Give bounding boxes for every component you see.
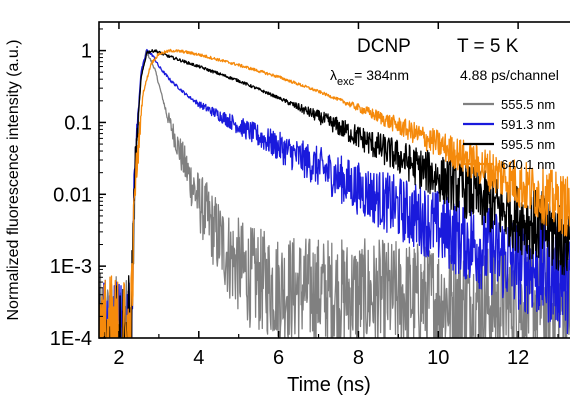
- series-591-3-nm-line: [99, 48, 570, 338]
- y-tick-label: 1E-3: [50, 256, 92, 278]
- excitation-value: = 384nm: [354, 67, 409, 83]
- plot-frame: [98, 21, 570, 339]
- x-axis-title: Time (ns): [287, 374, 371, 396]
- y-axis-title: Normalized fluorescence intensity (a.u.): [5, 39, 22, 320]
- sample-label: DCNP: [357, 36, 411, 57]
- x-tick-label: 8: [353, 347, 364, 369]
- x-tick-label: 12: [507, 347, 529, 369]
- y-tick-label: 1E-4: [50, 328, 92, 350]
- series-layer: [99, 48, 570, 338]
- legend-label: 555.5 nm: [501, 97, 555, 112]
- legend-label: 591.3 nm: [501, 117, 555, 132]
- excitation-subscript: exc: [337, 76, 355, 88]
- legend: 555.5 nm 591.3 nm 595.5 nm 640.1 nm: [463, 97, 555, 172]
- temperature-label: T = 5 K: [457, 36, 519, 57]
- series-595-5-nm-line: [99, 49, 570, 338]
- excitation-symbol: λ: [330, 67, 337, 83]
- series-640-1-nm-line: [99, 48, 570, 338]
- x-tick-label: 2: [113, 347, 124, 369]
- y-tick-label: 1: [81, 41, 92, 63]
- x-tick-label: 6: [273, 347, 284, 369]
- y-tick-label: 0.01: [53, 184, 92, 206]
- x-tick-label: 10: [427, 347, 449, 369]
- legend-label: 640.1 nm: [501, 157, 555, 172]
- legend-label: 595.5 nm: [501, 137, 555, 152]
- axes-layer: 2 4 6 8 10 12 1 0.1 0.01 1E-3 1E-4: [50, 21, 570, 369]
- series-555-5-nm-line: [99, 49, 570, 338]
- resolution-label: 4.88 ps/channel: [460, 67, 559, 83]
- y-tick-label: 0.1: [64, 112, 92, 134]
- excitation-label: λexc= 384nm: [330, 67, 409, 88]
- x-tick-label: 4: [193, 347, 204, 369]
